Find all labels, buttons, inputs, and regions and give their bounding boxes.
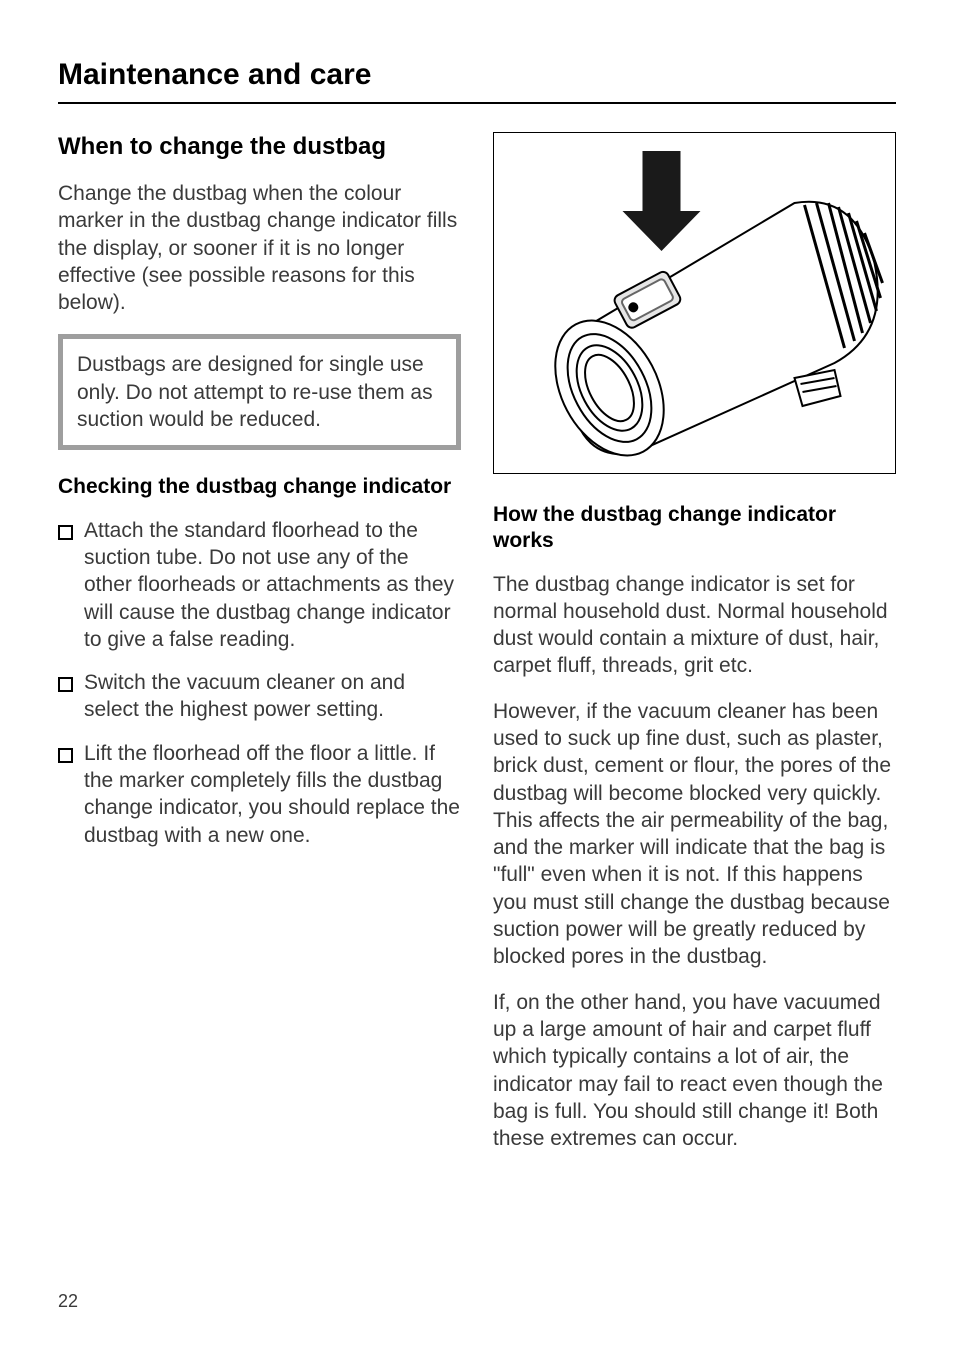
heading-how-indicator-works: How the dustbag change indicator works	[493, 502, 896, 555]
intro-paragraph: Change the dustbag when the colour marke…	[58, 180, 461, 316]
heading-checking-indicator: Checking the dustbag change indicator	[58, 474, 461, 500]
figure-vacuum-indicator	[493, 132, 896, 474]
note-box: Dustbags are designed for single use onl…	[58, 334, 461, 450]
paragraph: The dustbag change indicator is set for …	[493, 571, 896, 680]
section-title: Maintenance and care	[58, 58, 896, 104]
vacuum-illustration-icon	[494, 133, 895, 473]
paragraph: If, on the other hand, you have vacuumed…	[493, 989, 896, 1153]
list-item: Attach the standard floorhead to the suc…	[58, 517, 461, 653]
left-column: When to change the dustbag Change the du…	[58, 132, 461, 1170]
page-number: 22	[58, 1291, 78, 1312]
list-item: Lift the floorhead off the floor a littl…	[58, 740, 461, 849]
right-column: How the dustbag change indicator works T…	[493, 132, 896, 1170]
heading-when-to-change: When to change the dustbag	[58, 132, 461, 162]
list-item: Switch the vacuum cleaner on and select …	[58, 669, 461, 724]
content-columns: When to change the dustbag Change the du…	[58, 132, 896, 1170]
bullet-list: Attach the standard floorhead to the suc…	[58, 517, 461, 849]
paragraph: However, if the vacuum cleaner has been …	[493, 698, 896, 971]
